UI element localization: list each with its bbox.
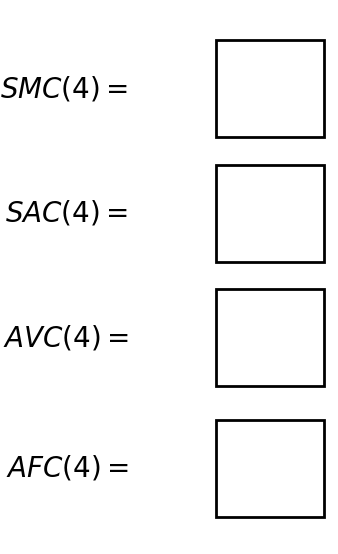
Text: $\mathit{AVC}(4) =$: $\mathit{AVC}(4) =$ [2, 324, 128, 352]
Bar [216, 420, 324, 516]
Text: $\mathit{AFC}(4) =$: $\mathit{AFC}(4) =$ [5, 454, 128, 483]
Text: $\mathit{SMC}(4) =$: $\mathit{SMC}(4) =$ [0, 74, 128, 103]
Bar [216, 165, 324, 262]
Bar [216, 289, 324, 387]
Text: $\mathit{SAC}(4) =$: $\mathit{SAC}(4) =$ [5, 199, 128, 228]
Bar [216, 40, 324, 137]
